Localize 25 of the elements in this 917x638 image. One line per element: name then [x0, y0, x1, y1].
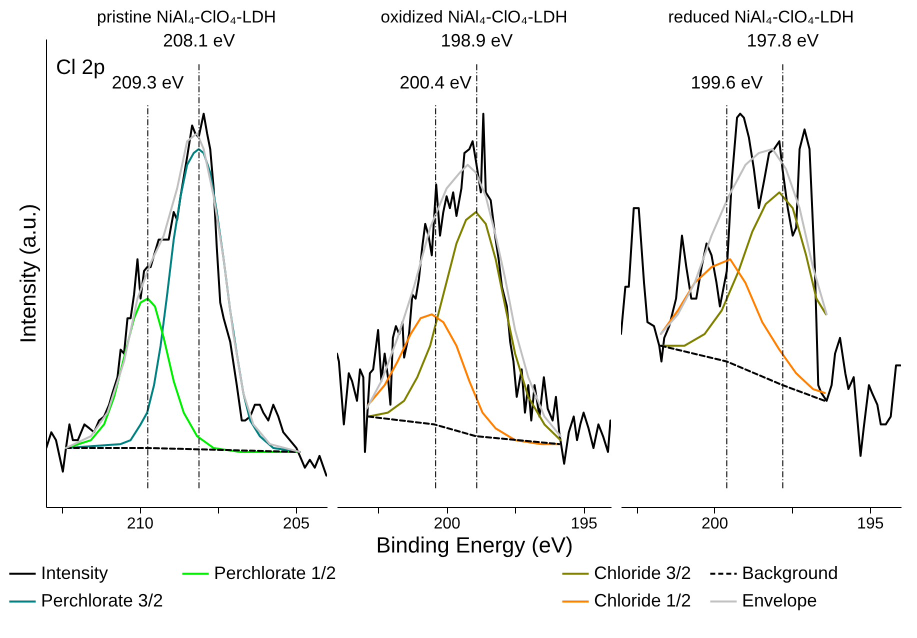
- y-axis-title: Intensity (a.u.): [16, 204, 40, 344]
- ref-line-label: 198.9 eV: [440, 30, 513, 50]
- legend-label: Chloride 1/2: [594, 590, 692, 610]
- x-tick-label: 195: [570, 516, 598, 532]
- ref-line-label: 200.4 eV: [400, 72, 472, 93]
- legend-label: Background: [742, 562, 838, 583]
- ref-line-label: 199.6 eV: [690, 72, 763, 93]
- legend-label: Perchlorate 3/2: [41, 590, 164, 610]
- legend-label: Chloride 3/2: [594, 562, 692, 583]
- chart-title: oxidized NiAl₄-ClO₄-LDH: [380, 7, 568, 26]
- x-tick-label: 200: [434, 516, 461, 532]
- chart-title: pristine NiAl₄-ClO₄-LDH: [96, 7, 276, 26]
- x-axis-title: Binding Energy (eV): [376, 532, 573, 558]
- ref-line-label: 208.1 eV: [162, 30, 236, 50]
- text: Cl 2p: [56, 56, 106, 80]
- x-tick-label: 200: [701, 516, 728, 532]
- ref-line-label: 209.3 eV: [112, 72, 184, 93]
- x-tick-label: 195: [857, 516, 884, 532]
- chart-title: reduced NiAl₄-ClO₄-LDH: [668, 7, 854, 26]
- legend-label: Intensity: [41, 562, 108, 583]
- legend-label: Envelope: [742, 590, 818, 610]
- ref-line-label: 197.8 eV: [746, 30, 819, 50]
- x-tick-label: 210: [126, 516, 154, 532]
- legend-label: Perchlorate 1/2: [214, 562, 336, 583]
- x-tick-label: 205: [282, 516, 310, 532]
